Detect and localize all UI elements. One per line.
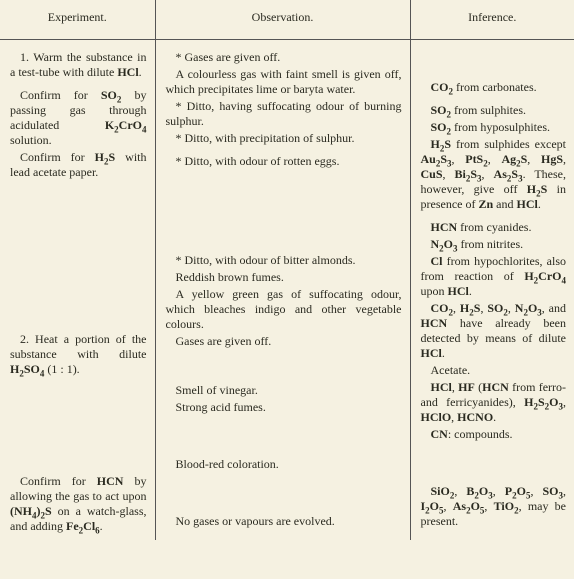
exp-2-confirm-hcn: Confirm for HCN by allowing the gas to a… — [10, 474, 147, 534]
inf-4: SO2 from hyposulphites. — [421, 120, 567, 135]
exp-2: 2. Heat a portion of the substance with … — [10, 332, 147, 377]
inf-13: SiO2, B2O3, P2O5, SO3, I2O5, As2O5, TiO2… — [421, 484, 567, 529]
obs-6: * Ditto, with odour of bitter almonds. — [166, 253, 402, 268]
exp-1-confirm-h2s: Confirm for H2S with lead acetate paper. — [10, 150, 147, 180]
obs-9: Gases are given off. — [166, 334, 402, 349]
header-inference: Inference. — [410, 0, 574, 40]
observation-cell: * Gases are given off. A colourless gas … — [155, 40, 410, 541]
inf-7: N2O3 from nitrites. — [421, 237, 567, 252]
header-observation: Observation. — [155, 0, 410, 40]
obs-10: Smell of vinegar. — [166, 383, 402, 398]
exp-1: 1. Warm the substance in a test-tube wit… — [10, 50, 147, 80]
obs-13: No gases or vapours are evolved. — [166, 514, 402, 529]
inf-8: Cl from hypochlorites, also from reactio… — [421, 254, 567, 299]
inf-12: CN: compounds. — [421, 427, 567, 442]
inf-11: HCl, HF (HCN from ferro- and ferricyanid… — [421, 380, 567, 425]
exp-1-confirm-so2: Confirm for SO2 by passing gas through a… — [10, 88, 147, 148]
obs-2: A colourless gas with faint smell is giv… — [166, 67, 402, 97]
obs-11: Strong acid fumes. — [166, 400, 402, 415]
header-experiment: Experiment. — [0, 0, 155, 40]
obs-5: * Ditto, with odour of rotten eggs. — [166, 154, 402, 169]
obs-7: Reddish brown fumes. — [166, 270, 402, 285]
inf-10: Acetate. — [421, 363, 567, 378]
analysis-table: Experiment. Observation. Inference. 1. W… — [0, 0, 574, 540]
inference-cell: CO2 from carbonates. SO2 from sulphites.… — [410, 40, 574, 541]
page: Experiment. Observation. Inference. 1. W… — [0, 0, 574, 579]
obs-8: A yellow green gas of suffocating odour,… — [166, 287, 402, 332]
obs-4: * Ditto, with precipitation of sulphur. — [166, 131, 402, 146]
inf-6: HCN from cyanides. — [421, 220, 567, 235]
obs-3: * Ditto, having suffocating odour of bur… — [166, 99, 402, 129]
inf-3: SO2 from sulphites. — [421, 103, 567, 118]
experiment-cell: 1. Warm the substance in a test-tube wit… — [0, 40, 155, 541]
obs-12: Blood-red coloration. — [166, 457, 402, 472]
inf-2: CO2 from carbonates. — [421, 80, 567, 95]
inf-9: CO2, H2S, SO2, N2O3, and HCN have alread… — [421, 301, 567, 361]
inf-5: H2S from sulphides except Au2S3, PtS2, A… — [421, 137, 567, 212]
obs-1: * Gases are given off. — [166, 50, 402, 65]
